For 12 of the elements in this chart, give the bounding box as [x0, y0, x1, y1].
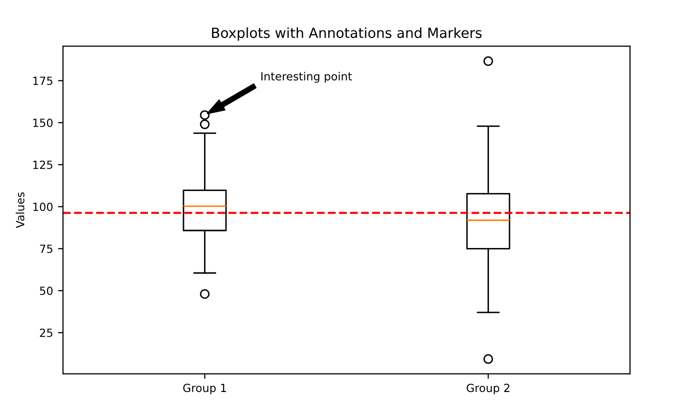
y-tick-label: 125 [33, 160, 52, 170]
annotation: Interesting point [261, 72, 352, 83]
y-tick-label: 175 [33, 76, 52, 86]
y-tick-label: 75 [40, 244, 52, 254]
y-axis-title: Values [16, 192, 24, 228]
x-tick-label: Group 2 [466, 384, 510, 394]
x-tick-label: Group 1 [183, 384, 226, 394]
chart-title: Boxplots with Annotations and Markers [212, 27, 482, 41]
y-tick-label: 150 [33, 118, 53, 128]
y-tick-label: 25 [40, 328, 52, 338]
y-tick-label: 50 [40, 286, 53, 296]
y-tick-label: 100 [33, 202, 53, 212]
